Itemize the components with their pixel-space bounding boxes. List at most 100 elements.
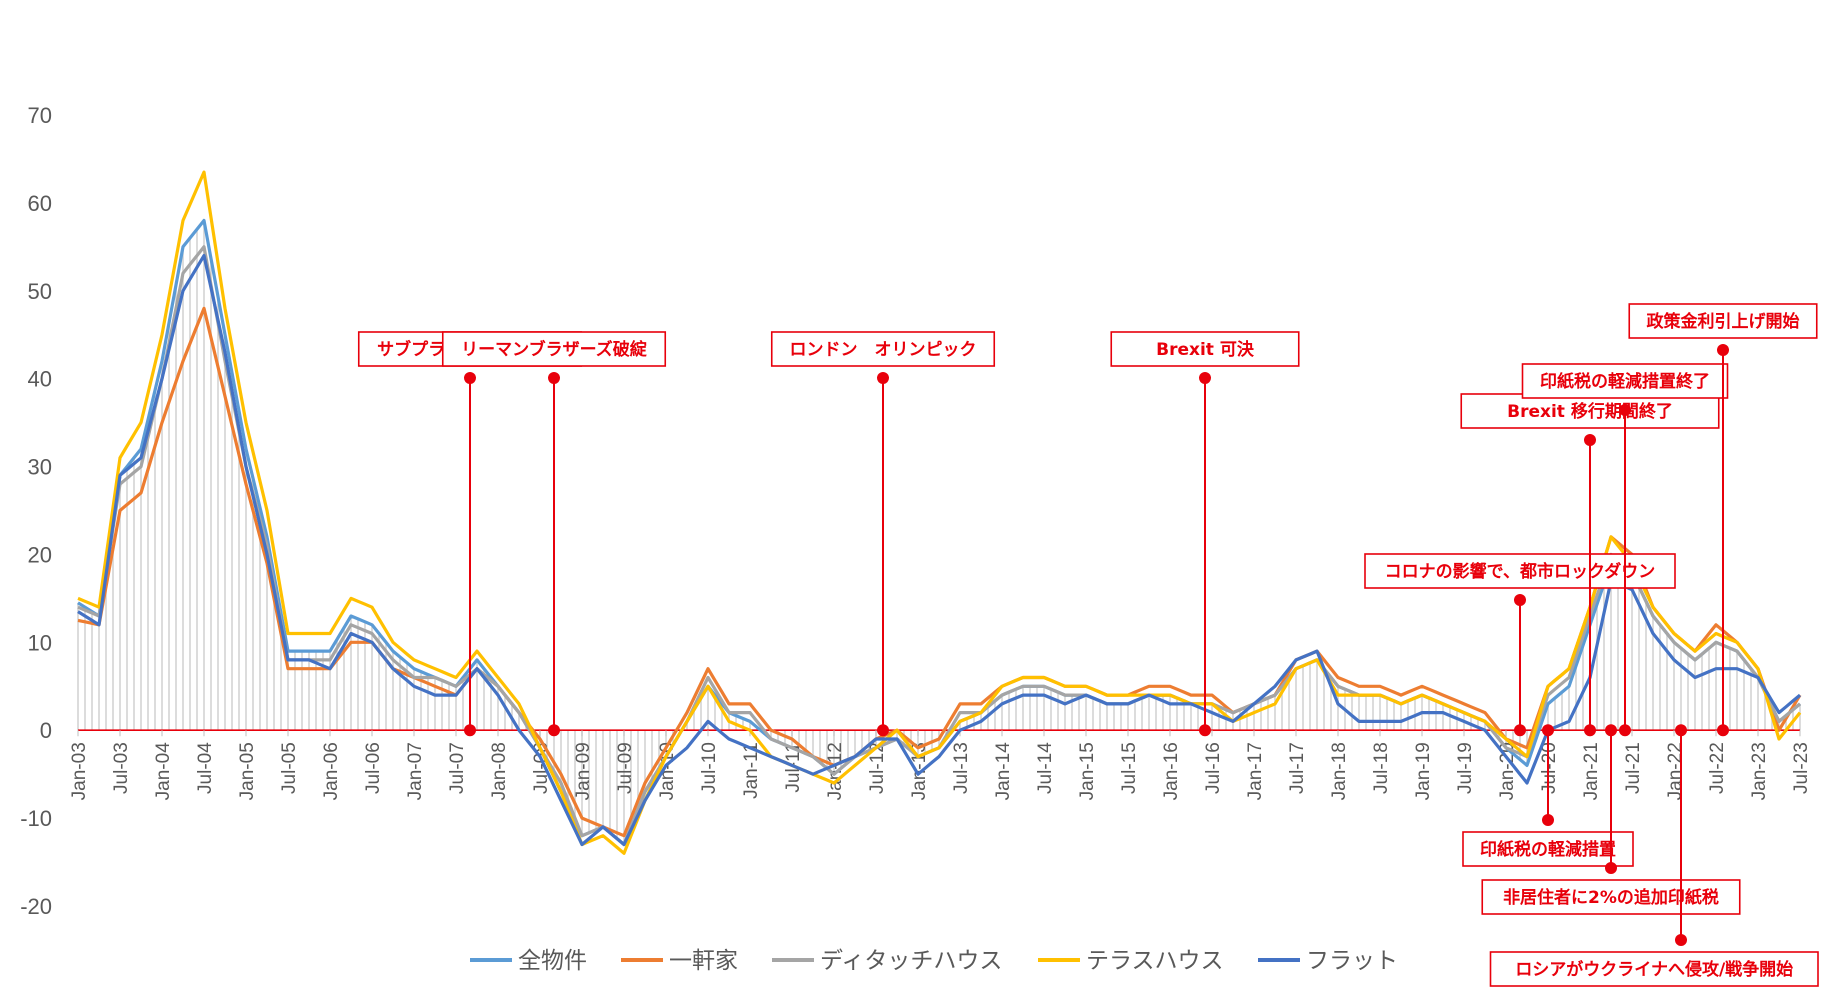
- annotation-label: ロシアがウクライナへ侵攻/戦争開始: [1515, 959, 1793, 980]
- x-tick-label: Jan-09: [573, 742, 594, 800]
- annotation-marker-dot: [1717, 724, 1729, 737]
- annotation-end-dot: [1199, 372, 1211, 384]
- annotation: ロシアがウクライナへ侵攻/戦争開始: [1489, 724, 1819, 987]
- annotation-box: [1628, 303, 1818, 339]
- x-tick-label: Jul-20: [1539, 742, 1560, 794]
- x-tick-label: Jan-07: [405, 742, 426, 800]
- x-tick-label: Jan-14: [993, 742, 1014, 801]
- x-tick-label: Jan-11: [741, 742, 762, 799]
- y-tick-label: 70: [28, 103, 52, 128]
- annotation-end-dot: [877, 372, 889, 384]
- annotation: 印紙税の軽減措置: [1462, 724, 1634, 867]
- x-tick-label: Jan-19: [1413, 742, 1434, 800]
- legend-label: テラスハウス: [1086, 948, 1224, 974]
- series-lines: [77, 170, 1802, 855]
- x-tick-label: Jul-18: [1371, 742, 1392, 794]
- annotation: 政策金利引上げ開始: [1628, 303, 1818, 737]
- x-tick-label: Jul-07: [447, 742, 468, 794]
- x-tick-label: Jul-09: [615, 742, 636, 794]
- x-tick-label: Jan-06: [321, 742, 342, 800]
- x-tick-label: Jul-16: [1203, 742, 1224, 794]
- annotation-end-dot: [1542, 814, 1554, 826]
- legend-item-flat: フラット: [1258, 948, 1398, 974]
- annotation-box: [1460, 393, 1720, 429]
- annotation-end-dot: [548, 372, 560, 384]
- annotation-end-dot: [1717, 344, 1729, 356]
- annotation-marker-dot: [548, 724, 560, 737]
- annotation-end-dot: [1514, 594, 1526, 606]
- annotation: リーマンブラザーズ破綻: [441, 331, 667, 737]
- x-tick-label: Jan-23: [1749, 742, 1770, 800]
- x-tick-label: Jan-03: [69, 742, 90, 800]
- annotation-box: [1521, 363, 1729, 399]
- x-tick-label: Jul-22: [1707, 742, 1728, 794]
- x-tick-label: Jan-16: [1161, 742, 1182, 800]
- annotation-label: 非居住者に2%の追加印紙税: [1503, 887, 1719, 908]
- x-tick-label: Jul-03: [111, 742, 132, 794]
- annotation-box: [770, 331, 996, 367]
- y-tick-label: 30: [28, 455, 52, 480]
- annotation-end-dot: [1605, 862, 1617, 874]
- annotation-end-dot: [464, 372, 476, 384]
- legend-label: 一軒家: [669, 948, 738, 974]
- annotation-label: コロナの影響で、都市ロックダウン: [1385, 561, 1656, 582]
- y-tick-label: -10: [20, 806, 52, 831]
- annotation-box: [1489, 951, 1819, 987]
- series-line-detached: [77, 306, 1802, 838]
- annotation-marker-dot: [1605, 724, 1617, 737]
- x-tick-label: Jan-04: [153, 742, 174, 801]
- annotation-marker-dot: [1542, 724, 1554, 737]
- x-tick-label: Jul-14: [1035, 742, 1056, 794]
- annotation-marker-dot: [464, 724, 476, 737]
- annotation-label: Brexit 可決: [1156, 339, 1255, 360]
- annotation-marker-dot: [1675, 724, 1687, 737]
- annotation-marker-dot: [877, 724, 889, 737]
- event-annotations: サブプライムローン問題リーマンブラザーズ破綻 ロンドン オリンピック Brexit …: [357, 303, 1819, 987]
- annotation-end-dot: [1619, 404, 1631, 416]
- series-line-terrace: [77, 170, 1802, 855]
- annotation-label: 印紙税の軽減措置: [1480, 839, 1616, 860]
- annotation-end-dot: [1675, 934, 1687, 946]
- series-line-flat: [77, 254, 1802, 847]
- x-tick-label: Jan-22: [1665, 742, 1686, 800]
- legend-label: ディタッチハウス: [820, 948, 1002, 974]
- x-tick-label: Jul-21: [1623, 742, 1644, 794]
- x-tick-label: Jan-15: [1077, 742, 1098, 800]
- y-axis: -20 -10 0 10 20 30 40 50 60 70: [20, 103, 52, 919]
- annotation: ロンドン オリンピック: [770, 331, 996, 737]
- annotation-box: [1481, 879, 1741, 915]
- annotation-marker-dot: [1514, 724, 1526, 737]
- x-tick-label: Jul-10: [699, 742, 720, 794]
- x-tick-label: Jan-21: [1581, 742, 1602, 800]
- x-tick-label: Jul-04: [195, 742, 216, 794]
- annotation-end-dot: [1584, 434, 1596, 446]
- x-tick-label: Jul-17: [1287, 742, 1308, 794]
- annotation: コロナの影響で、都市ロックダウン: [1364, 553, 1676, 737]
- annotation-marker-dot: [1619, 724, 1631, 737]
- x-tick-label: Jan-05: [237, 742, 258, 800]
- legend-item-detached: 一軒家: [621, 948, 738, 974]
- annotation-box: [1462, 831, 1634, 867]
- y-tick-label: 60: [28, 191, 52, 216]
- y-tick-label: 0: [40, 718, 52, 743]
- y-tick-label: 50: [28, 279, 52, 304]
- annotation: 印紙税の軽減措置終了: [1521, 363, 1729, 737]
- x-tick-label: Jan-20: [1497, 742, 1518, 800]
- y-tick-label: -20: [20, 894, 52, 919]
- annotation: Brexit 可決: [1110, 331, 1300, 737]
- annotation-marker-dot: [1199, 724, 1211, 737]
- annotation-label: Brexit 移行期間終了: [1507, 401, 1673, 422]
- y-tick-label: 10: [28, 630, 52, 655]
- x-tick-label: Jul-06: [363, 742, 384, 794]
- annotation: Brexit 移行期間終了: [1460, 393, 1720, 737]
- annotation-box: [1364, 553, 1676, 589]
- x-tick-label: Jul-23: [1791, 742, 1812, 794]
- legend-label: 全物件: [518, 948, 587, 974]
- x-tick-label: Jul-05: [279, 742, 300, 794]
- annotation-marker-dot: [1584, 724, 1596, 737]
- legend-item-semi: ディタッチハウス: [772, 948, 1002, 974]
- annotation-box: [441, 331, 667, 367]
- annotation-label: 政策金利引上げ開始: [1647, 311, 1800, 332]
- annotation: サブプライムローン問題: [357, 331, 583, 737]
- x-tick-label: Jan-08: [489, 742, 510, 800]
